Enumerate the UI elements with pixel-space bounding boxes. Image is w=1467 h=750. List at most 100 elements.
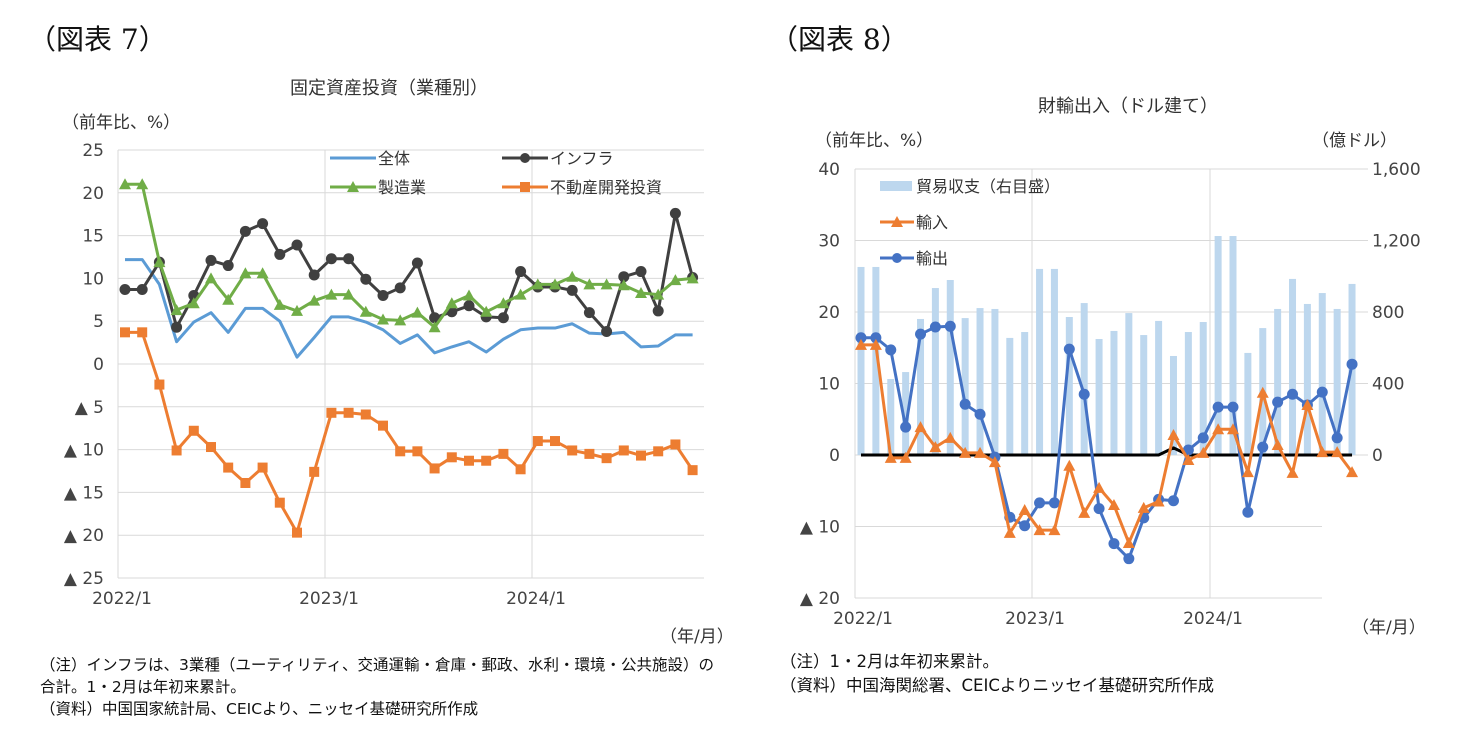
data-point [1331,432,1343,444]
y-tick-label: 20 [82,184,104,204]
data-point [636,450,646,461]
data-point [1137,501,1150,513]
chart2-unit-right: （億ドル） [1312,131,1397,151]
data-point [240,477,251,488]
legend-label: 製造業 [378,178,426,197]
chart2-unit-left: （前年比、%） [815,131,934,151]
data-point [153,256,166,268]
data-point [273,298,286,310]
y-tick-label: ▲ 25 [64,569,104,589]
data-point [600,278,613,290]
data-point [1271,438,1284,450]
chart2-title: 財輸出入（ドル建て） [1038,96,1218,117]
data-point [119,284,131,296]
trade-balance-bar [1184,332,1192,455]
trade-balance-bar [1036,268,1044,455]
legend-label: 輸出 [916,249,948,268]
y-tick-label: 15 [82,227,104,247]
data-point [618,271,630,283]
chart2-notes: （注）1・2月は年初来累計。 （資料）中国海関総署、CEICよりニッセイ基礎研究… [780,650,1214,698]
y-tick-label: ▲ 10 [800,518,840,538]
data-point [257,218,269,230]
note-line: （資料）中国国家統計局、CEICより、ニッセイ基礎研究所作成 [40,700,479,718]
data-point [1167,428,1180,440]
series-line-baseline [861,446,1353,457]
data-point [136,178,149,190]
data-point [1301,398,1314,410]
data-point [377,290,389,302]
data-point [292,527,302,538]
data-point [1287,388,1299,400]
data-point [869,338,882,350]
trade-balance-bar [1140,335,1148,455]
legend-label: インフラ [550,149,614,168]
data-point [515,464,526,475]
trade-balance-bar [902,372,910,455]
legend-label: 輸入 [916,213,948,232]
data-point [885,344,897,356]
trade-balance-bar [946,280,954,455]
trade-balance-bar [1214,236,1222,455]
legend-label: 不動産開発投資 [550,178,662,197]
data-point [1078,388,1090,400]
series-line-不動産開発投資 [125,330,694,535]
data-point [1122,536,1135,548]
data-point [171,321,183,333]
data-point [309,466,320,477]
data-point [377,313,389,325]
legend-label: 全体 [378,149,410,168]
x-tick-label: 2023/1 [1005,609,1065,629]
data-point [326,407,337,418]
trade-balance-bar [872,266,880,455]
chart1-title: 固定資産投資（業種別） [290,78,488,99]
data-point [1197,446,1210,458]
data-point [429,312,441,324]
legend-swatch [880,181,912,191]
trade-balance-bar [961,318,969,455]
data-point [1048,497,1060,509]
data-point [222,293,235,305]
x-tick-label: 2022/1 [92,589,152,609]
data-point [1316,446,1329,458]
data-point [343,407,354,418]
legend-marker [347,181,359,192]
y2-tick-label: 1,200 [1372,232,1421,252]
data-point [635,266,647,278]
data-point [583,278,596,290]
y-tick-label: 40 [818,160,840,180]
y-tick-label: 0 [829,446,840,466]
trade-balance-bar [1065,317,1073,455]
chart1-unit-x: （年/月） [660,627,734,647]
data-point [205,254,217,266]
data-point [670,439,681,450]
note-line: （注）1・2月は年初来累計。 [780,652,999,671]
data-point [1316,386,1328,398]
data-point [1256,386,1269,398]
data-point [584,448,595,459]
data-point [959,446,972,458]
data-point [1242,506,1254,518]
y-tick-label: ▲ 10 [64,441,104,461]
x-tick-label: 2024/1 [506,589,566,609]
data-point [1018,504,1031,516]
data-point [446,452,457,463]
data-point [1033,524,1046,536]
data-point [343,253,355,265]
data-point [325,288,338,300]
data-point [119,178,131,190]
data-point [394,314,407,326]
data-point [1241,466,1254,478]
y-tick-label: 5 [93,312,104,332]
data-point [549,278,561,290]
data-point [256,267,269,279]
data-point [567,445,578,456]
legend-marker [892,253,902,263]
data-point [291,304,303,316]
data-point [618,445,629,456]
legend-marker [520,182,530,192]
chart2-trade: 40 30 20 10 0 ▲ 10 ▲ 20 1,600 1,200 800 400 0 2022/1… [800,160,1421,629]
data-point [1182,454,1195,466]
data-point [929,321,941,333]
data-point [884,451,897,463]
data-point [653,446,664,457]
